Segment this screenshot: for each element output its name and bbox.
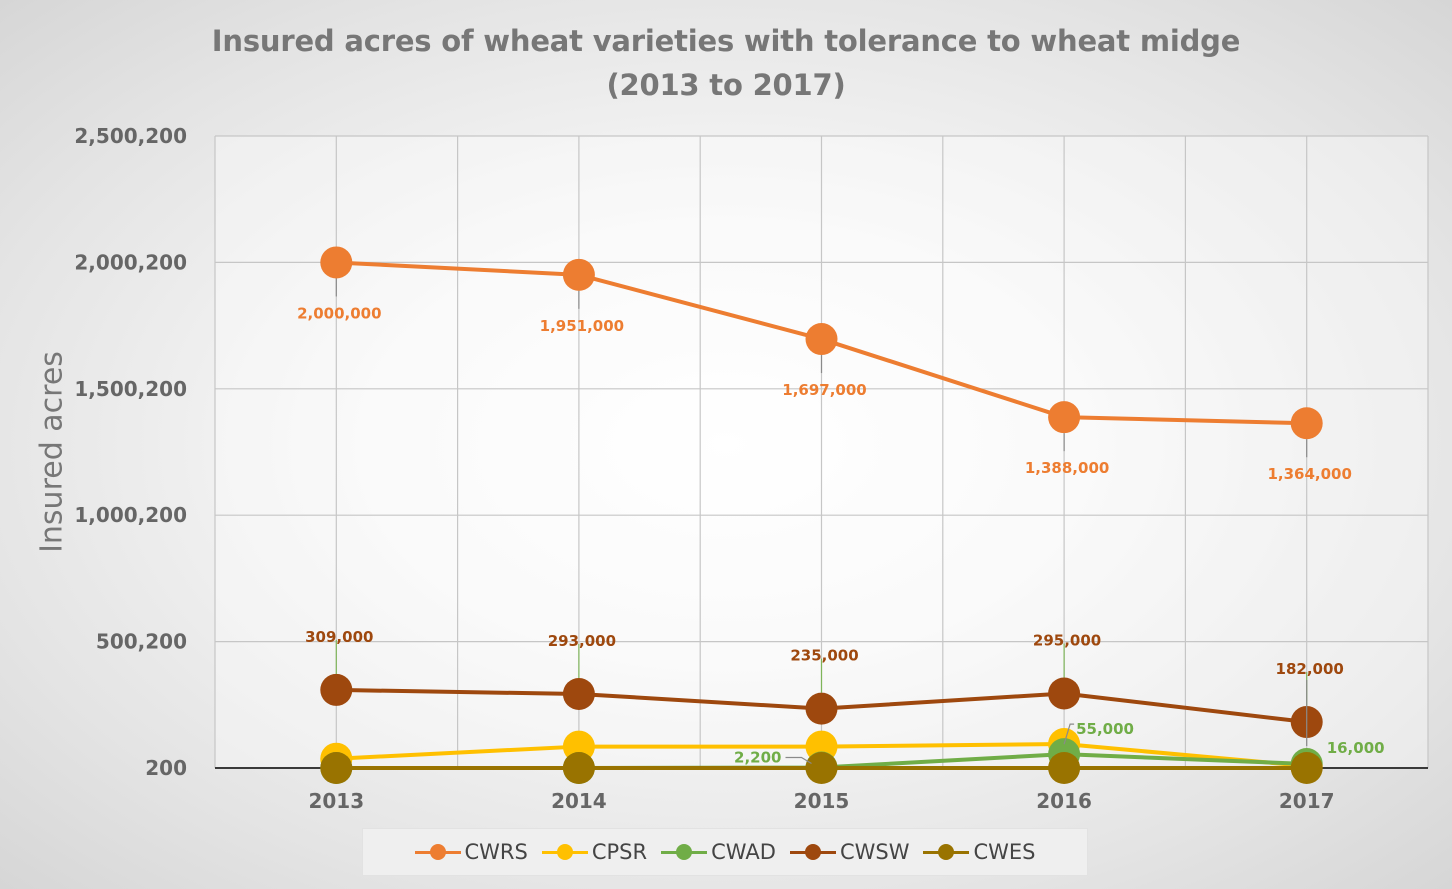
legend-item-cwsw: CWSW xyxy=(789,840,910,864)
y-tick-label: 2,500,200 xyxy=(74,124,187,148)
x-tick-label: 2017 xyxy=(1279,789,1335,813)
data-label-cwsw: 235,000 xyxy=(790,647,858,665)
data-point-cwrs xyxy=(1048,401,1081,434)
legend-swatch xyxy=(789,844,836,860)
y-tick-label: 2,000,200 xyxy=(74,250,187,274)
legend: CWRS CPSR CWAD CWSW CWES xyxy=(362,828,1088,876)
x-tick-label: 2015 xyxy=(794,789,850,813)
data-point-cwrs xyxy=(805,323,838,356)
legend-item-cpsr: CPSR xyxy=(541,840,648,864)
chart-subtitle: (2013 to 2017) xyxy=(606,68,846,102)
legend-swatch xyxy=(541,844,588,860)
data-point-cwes xyxy=(1048,752,1081,784)
legend-swatch xyxy=(414,844,461,860)
data-point-cwes xyxy=(562,752,595,784)
legend-item-cwrs: CWRS xyxy=(414,840,528,864)
x-tick-label: 2014 xyxy=(551,789,607,813)
x-tick-label: 2013 xyxy=(308,789,364,813)
y-tick-label: 1,500,200 xyxy=(74,377,187,401)
y-tick-label: 500,200 xyxy=(96,630,187,654)
chart-title: Insured acres of wheat varieties with to… xyxy=(211,24,1241,58)
data-label-cwrs: 1,951,000 xyxy=(540,317,624,335)
data-point-cwrs xyxy=(320,246,353,279)
x-tick-label: 2016 xyxy=(1036,789,1092,813)
legend-item-cwad: CWAD xyxy=(661,840,776,864)
leader-line xyxy=(785,756,812,765)
y-tick-label: 200 xyxy=(145,756,187,780)
data-point-cwsw xyxy=(805,692,838,725)
legend-label: CWES xyxy=(973,840,1036,864)
data-point-cwsw xyxy=(320,673,353,706)
data-label-cwsw: 309,000 xyxy=(305,628,373,646)
legend-label: CWAD xyxy=(711,840,776,864)
data-label-cwad: 16,000 xyxy=(1327,739,1385,757)
data-point-cwrs xyxy=(562,258,595,291)
data-point-cwsw xyxy=(1048,677,1081,710)
data-label-cwsw: 295,000 xyxy=(1033,631,1101,649)
data-point-cwes xyxy=(320,752,353,784)
leader-line xyxy=(1063,723,1075,745)
data-point-cwrs xyxy=(1290,407,1323,440)
data-label-cwad: 2,200 xyxy=(734,748,781,766)
data-label-cwsw: 293,000 xyxy=(548,632,616,650)
legend-label: CWSW xyxy=(839,840,910,864)
data-point-cwes xyxy=(805,752,838,784)
data-label-cwsw: 182,000 xyxy=(1276,660,1344,678)
data-label-cwrs: 1,388,000 xyxy=(1025,459,1109,477)
data-point-cwsw xyxy=(562,677,595,710)
data-point-cwes xyxy=(1290,752,1323,784)
legend-swatch xyxy=(661,844,708,860)
legend-label: CPSR xyxy=(591,840,648,864)
data-label-cwrs: 1,364,000 xyxy=(1267,465,1351,483)
legend-swatch xyxy=(923,844,970,860)
y-tick-label: 1,000,200 xyxy=(74,503,187,527)
data-label-cwrs: 1,697,000 xyxy=(782,381,866,399)
legend-label: CWRS xyxy=(464,840,528,864)
data-label-cwrs: 2,000,000 xyxy=(297,304,381,322)
legend-item-cwes: CWES xyxy=(923,840,1036,864)
data-label-cwad: 55,000 xyxy=(1076,720,1134,738)
